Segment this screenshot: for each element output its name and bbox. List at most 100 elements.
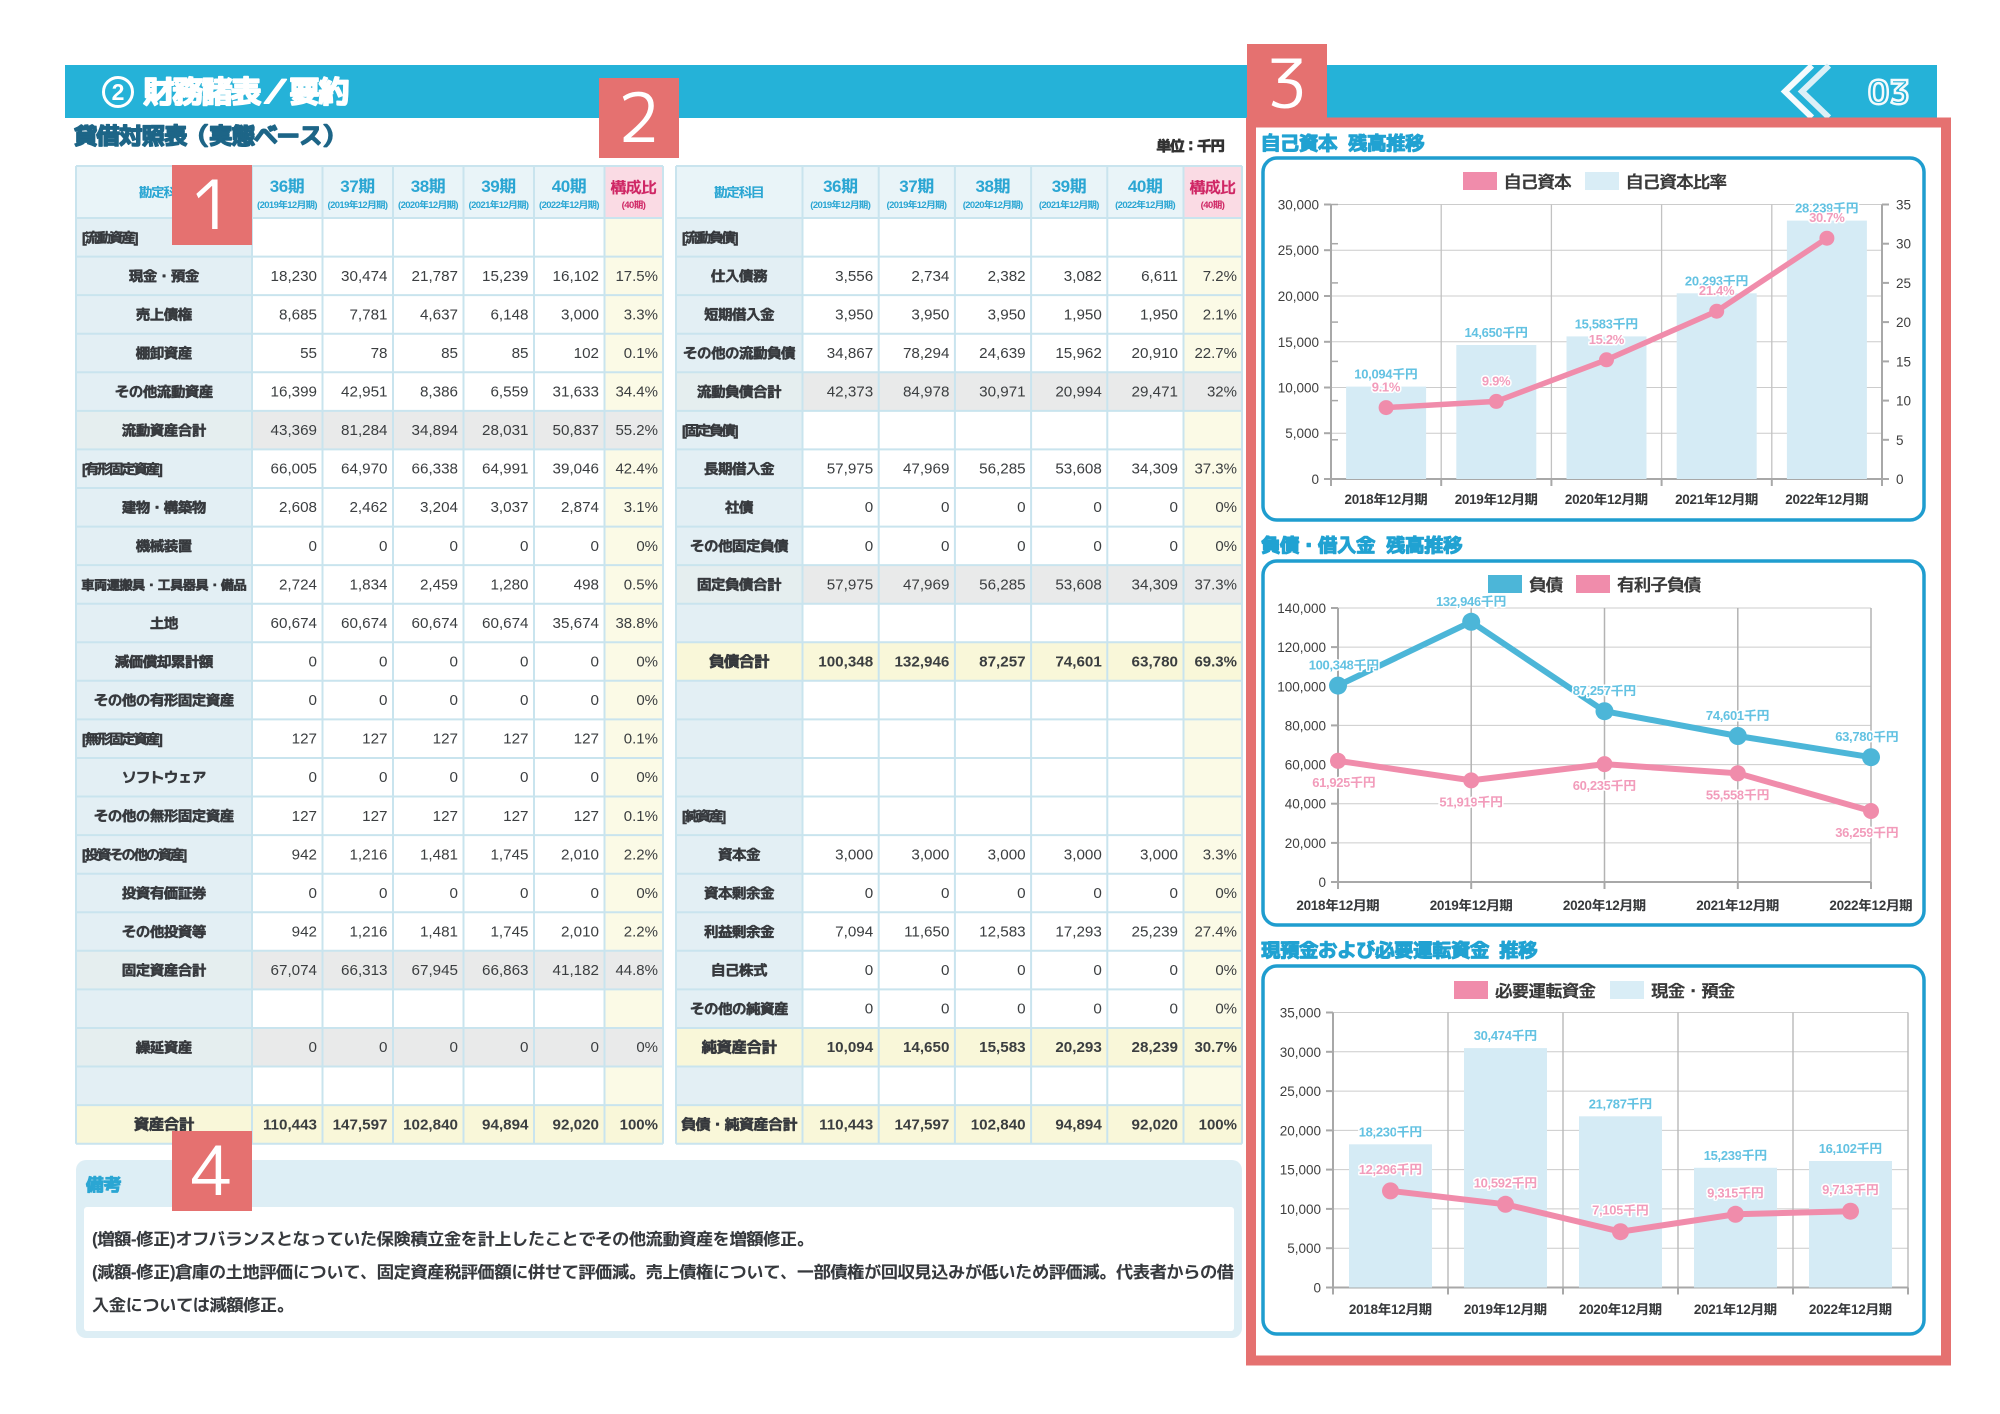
svg-text:20,293: 20,293 [1685, 273, 1723, 288]
svg-text:36: 36 [823, 177, 841, 196]
svg-text:40: 40 [1128, 177, 1146, 196]
svg-text:(2022: (2022 [539, 200, 561, 211]
svg-text:2,462: 2,462 [349, 499, 387, 516]
svg-text:0.1%: 0.1% [624, 731, 658, 748]
svg-text:21.4%: 21.4% [1699, 283, 1735, 298]
svg-text:0: 0 [379, 1039, 387, 1056]
svg-text:40: 40 [552, 177, 570, 196]
svg-text:12: 12 [1506, 1302, 1520, 1317]
svg-text:0: 0 [1170, 499, 1178, 516]
svg-text:0: 0 [941, 885, 949, 902]
svg-text:12: 12 [1069, 200, 1079, 211]
svg-text:(2022: (2022 [1115, 200, 1137, 211]
svg-text:0: 0 [941, 962, 949, 979]
svg-text:64,970: 64,970 [341, 461, 387, 478]
svg-text:30.7%: 30.7% [1194, 1039, 1237, 1056]
svg-text:127: 127 [433, 808, 458, 825]
svg-text:0: 0 [1017, 538, 1025, 555]
svg-text:69.3%: 69.3% [1194, 654, 1237, 671]
svg-text:4,637: 4,637 [420, 306, 458, 323]
svg-text:0: 0 [865, 499, 873, 516]
svg-text:127: 127 [503, 731, 528, 748]
svg-text:5: 5 [1896, 433, 1904, 448]
svg-text:942: 942 [292, 924, 317, 941]
svg-text:41,182: 41,182 [553, 962, 599, 979]
svg-text:0: 0 [309, 692, 317, 709]
svg-text:0: 0 [379, 538, 387, 555]
svg-text:1,834: 1,834 [349, 576, 387, 593]
svg-text:(2021: (2021 [1039, 200, 1062, 211]
svg-text:12: 12 [1738, 898, 1752, 913]
svg-text:102: 102 [574, 345, 599, 362]
svg-text:1,216: 1,216 [349, 924, 387, 941]
svg-text:5,000: 5,000 [1285, 426, 1319, 441]
svg-text:0: 0 [520, 692, 528, 709]
svg-text:3,950: 3,950 [835, 306, 873, 323]
svg-text:3,000: 3,000 [988, 846, 1026, 863]
svg-text:100,348: 100,348 [1309, 658, 1354, 673]
svg-text:100%: 100% [620, 1116, 658, 1133]
svg-text:110,443: 110,443 [263, 1116, 317, 1133]
svg-text:): ) [1096, 200, 1099, 211]
svg-text:127: 127 [292, 808, 317, 825]
svg-text:14,650: 14,650 [1465, 325, 1503, 340]
svg-text:10,094: 10,094 [1354, 367, 1393, 382]
svg-text:17,293: 17,293 [1055, 924, 1101, 941]
svg-text:132,946: 132,946 [894, 654, 949, 671]
svg-text:): ) [455, 200, 458, 211]
svg-text:29,471: 29,471 [1132, 384, 1178, 401]
svg-text:2020: 2020 [1563, 898, 1592, 913]
svg-text:2: 2 [112, 79, 125, 105]
svg-text:): ) [526, 200, 529, 211]
svg-text:34,309: 34,309 [1132, 576, 1178, 593]
svg-text:37.3%: 37.3% [1194, 576, 1237, 593]
svg-text:35,674: 35,674 [553, 615, 599, 632]
svg-text:55: 55 [300, 345, 317, 362]
svg-text:132,946: 132,946 [1436, 594, 1481, 609]
svg-text:6,148: 6,148 [490, 306, 528, 323]
svg-text:60,674: 60,674 [271, 615, 317, 632]
svg-text:0: 0 [379, 654, 387, 671]
svg-text:12: 12 [1145, 200, 1155, 211]
svg-text:100,348: 100,348 [818, 654, 873, 671]
svg-text:100,000: 100,000 [1277, 679, 1326, 694]
svg-text:28,239: 28,239 [1132, 1039, 1178, 1056]
svg-text:2020: 2020 [1579, 1302, 1608, 1317]
svg-text:15,962: 15,962 [1055, 345, 1101, 362]
svg-text:127: 127 [292, 731, 317, 748]
svg-text:14,650: 14,650 [903, 1039, 949, 1056]
svg-text:42,951: 42,951 [341, 384, 387, 401]
svg-text:25,239: 25,239 [1132, 924, 1178, 941]
svg-text:80,000: 80,000 [1285, 718, 1326, 733]
svg-text:(2019: (2019 [887, 200, 909, 211]
svg-text:12: 12 [993, 200, 1003, 211]
svg-text:20,910: 20,910 [1132, 345, 1178, 362]
svg-text:): ) [868, 200, 871, 211]
svg-text:66,005: 66,005 [271, 461, 317, 478]
svg-text:15.2%: 15.2% [1589, 332, 1625, 347]
svg-text:85: 85 [441, 345, 458, 362]
svg-text:(: ( [92, 1229, 98, 1249]
svg-text:0: 0 [1093, 962, 1101, 979]
svg-text:15,583: 15,583 [1575, 316, 1613, 331]
svg-text:0: 0 [520, 1039, 528, 1056]
svg-text:12: 12 [1851, 1302, 1865, 1317]
svg-text:10,000: 10,000 [1280, 1202, 1321, 1217]
svg-text:1,745: 1,745 [490, 846, 528, 863]
svg-text:1,950: 1,950 [1140, 306, 1178, 323]
svg-text:56,285: 56,285 [979, 576, 1025, 593]
svg-text:21,787: 21,787 [1589, 1096, 1627, 1111]
svg-text:2,724: 2,724 [279, 576, 317, 593]
svg-text:8,386: 8,386 [420, 384, 458, 401]
svg-text:2022: 2022 [1809, 1302, 1838, 1317]
svg-text:-: - [131, 1229, 137, 1249]
svg-text:3,082: 3,082 [1064, 268, 1102, 285]
svg-text:37: 37 [899, 177, 917, 196]
svg-text:21,787: 21,787 [412, 268, 458, 285]
svg-text:(40: (40 [1201, 200, 1213, 211]
svg-text:2022: 2022 [1829, 898, 1858, 913]
svg-text:39,046: 39,046 [553, 461, 599, 478]
svg-text:0%: 0% [1215, 1001, 1237, 1018]
svg-text:2018: 2018 [1349, 1302, 1379, 1317]
svg-text:(2020: (2020 [398, 200, 420, 211]
